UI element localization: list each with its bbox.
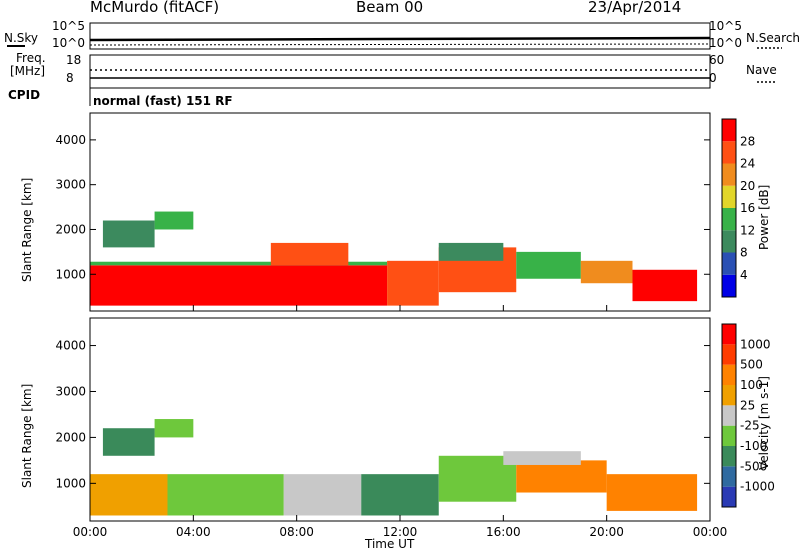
colorbar-tick-label: -25 bbox=[740, 419, 760, 433]
data-cell bbox=[516, 460, 607, 493]
colorbar-tick-label: 28 bbox=[740, 134, 755, 148]
freq-label: Freq. bbox=[16, 51, 46, 65]
colorbar-0-segment bbox=[722, 230, 736, 253]
ytick-label: 2000 bbox=[55, 222, 86, 236]
data-cell bbox=[154, 211, 194, 230]
xtick-label: 12:00 bbox=[383, 525, 418, 539]
nsearch-label: N.Search bbox=[746, 31, 800, 45]
nave-label: Nave bbox=[746, 63, 777, 77]
colorbar-tick-label: 1000 bbox=[740, 337, 771, 351]
data-cell bbox=[283, 474, 362, 516]
ytick-label: 3000 bbox=[55, 384, 86, 398]
colorbar-tick-label: -100 bbox=[740, 439, 767, 453]
colorbar-0-segment bbox=[722, 119, 736, 142]
data-cell bbox=[102, 220, 155, 248]
colorbar-1-segment bbox=[722, 466, 736, 487]
colorbar-tick-label: 4 bbox=[740, 268, 748, 282]
data-cell bbox=[361, 474, 439, 516]
ytick-label: 4000 bbox=[55, 133, 86, 147]
data-cell bbox=[102, 428, 155, 456]
data-cell bbox=[387, 260, 439, 306]
colorbar-tick-label: -500 bbox=[740, 459, 767, 473]
colorbar-0-segment bbox=[722, 185, 736, 208]
nsky-panel-frame bbox=[89, 22, 711, 50]
colorbar-0-segment bbox=[722, 141, 736, 164]
colorbar-tick-label: 25 bbox=[740, 398, 755, 412]
colorbar-1-segment bbox=[722, 446, 736, 467]
colorbar-0-segment bbox=[722, 252, 736, 275]
freq-tick-2: 8 bbox=[66, 71, 74, 85]
colorbar-0-segment bbox=[722, 163, 736, 186]
colorbar-0-frame bbox=[721, 118, 737, 298]
ytick-label: 3000 bbox=[55, 178, 86, 192]
panel-0-plot bbox=[90, 211, 698, 306]
colorbar-tick-label: 12 bbox=[740, 223, 755, 237]
data-cell bbox=[90, 265, 388, 306]
nsky-trace bbox=[89, 36, 711, 42]
freq-panel-frame bbox=[89, 54, 711, 89]
xtick-label: 00:00 bbox=[693, 525, 728, 539]
xaxis-title: Time UT bbox=[365, 537, 415, 551]
beam-title: Beam 00 bbox=[356, 0, 424, 16]
data-cell bbox=[154, 419, 194, 438]
ytick-label: 1000 bbox=[55, 267, 86, 281]
top-tick-left-1: 10^5 bbox=[52, 19, 85, 33]
colorbar-1-frame bbox=[721, 323, 737, 508]
xtick-label: 04:00 bbox=[176, 525, 211, 539]
data-cell bbox=[503, 451, 581, 465]
xtick-label: 08:00 bbox=[279, 525, 314, 539]
top-tick-left-2: 10^0 bbox=[52, 36, 85, 50]
date-title: 23/Apr/2014 bbox=[588, 0, 682, 16]
data-cell bbox=[632, 269, 698, 302]
colorbar-1-segment bbox=[722, 324, 736, 345]
colorbar-tick-label: 500 bbox=[740, 358, 763, 372]
nave-tick-1: 60 bbox=[709, 53, 725, 67]
colorbar-1-segment bbox=[722, 405, 736, 426]
data-cell bbox=[516, 251, 581, 279]
data-cell bbox=[606, 474, 698, 511]
freq-tick-1: 18 bbox=[66, 53, 82, 67]
xtick-label: 20:00 bbox=[589, 525, 624, 539]
colorbar-1-segment bbox=[722, 385, 736, 406]
xtick-label: 16:00 bbox=[486, 525, 521, 539]
colorbar-tick-label: 16 bbox=[740, 201, 755, 215]
colorbar-1-segment bbox=[722, 344, 736, 365]
data-cell bbox=[90, 261, 388, 266]
nave-tick-2: 0 bbox=[709, 71, 717, 85]
colorbar-tick-label: 20 bbox=[740, 179, 755, 193]
data-cell bbox=[90, 474, 168, 516]
colorbar-tick-label: -1000 bbox=[740, 480, 775, 494]
colorbar-tick-label: 100 bbox=[740, 378, 763, 392]
data-cell bbox=[167, 474, 284, 516]
data-cell bbox=[580, 260, 633, 284]
freq-unit-label: [MHz] bbox=[10, 64, 46, 78]
nsky-label: N.Sky bbox=[4, 31, 39, 45]
data-cell bbox=[438, 242, 504, 261]
colorbar-0-segment bbox=[722, 274, 736, 297]
ytick-label: 1000 bbox=[55, 476, 86, 490]
cpid-text: normal (fast) 151 RF bbox=[93, 94, 233, 108]
colorbar-1-segment bbox=[722, 425, 736, 446]
colorbar-1-segment bbox=[722, 486, 736, 507]
xtick-label: 00:00 bbox=[73, 525, 108, 539]
panel-1-plot bbox=[90, 419, 698, 516]
colorbar-tick-label: 24 bbox=[740, 157, 755, 171]
nsearch-trace bbox=[89, 43, 711, 46]
cpid-label: CPID bbox=[8, 88, 41, 102]
colorbar-0-segment bbox=[722, 208, 736, 231]
ytick-label: 4000 bbox=[55, 339, 86, 353]
top-tick-right-1: 10^5 bbox=[709, 19, 742, 33]
ytick-label: 2000 bbox=[55, 430, 86, 444]
data-cell bbox=[270, 242, 349, 266]
station-title: McMurdo (fitACF) bbox=[90, 0, 220, 16]
top-tick-right-2: 10^0 bbox=[709, 36, 742, 50]
colorbar-1-segment bbox=[722, 364, 736, 385]
colorbar-tick-label: 8 bbox=[740, 246, 748, 260]
